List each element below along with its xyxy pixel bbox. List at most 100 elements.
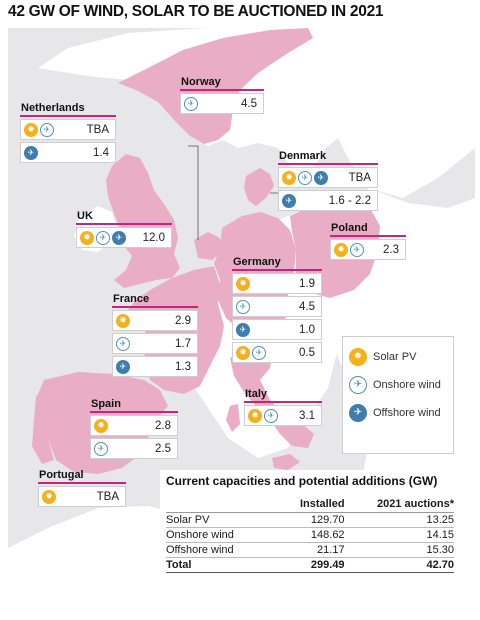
onshore-wind-icon: ✈ — [349, 376, 367, 394]
onshore-wind-icon: ✈ — [236, 299, 250, 314]
country-name: Portugal — [38, 469, 126, 484]
auction-row: ✈ 1.0 — [232, 319, 322, 340]
card-portugal: Portugal ✸ TBA — [38, 469, 126, 509]
auction-row: ✸ ✈ ✈ 12.0 — [76, 227, 172, 248]
capacity-table: Current capacities and potential additio… — [160, 470, 460, 602]
solar-pv-icon: ✸ — [282, 170, 296, 185]
table-row: Onshore wind 148.62 14.15 — [166, 527, 454, 543]
technology-icons: ✸ ✈ — [24, 122, 54, 137]
country-denmark — [244, 168, 274, 206]
auction-value: 1.0 — [299, 323, 315, 336]
auction-row: ✈ 1.7 — [112, 333, 198, 354]
auction-value: 1.9 — [299, 277, 315, 290]
auction-row: ✸ ✈ 3.1 — [244, 405, 322, 426]
table-row: Solar PV 129.70 13.25 — [166, 512, 454, 528]
technology-icons: ✸ ✈ ✈ — [282, 170, 328, 185]
auction-value: 2.5 — [155, 442, 171, 455]
solar-pv-icon: ✸ — [334, 242, 348, 257]
auction-row: ✈ 2.5 — [90, 438, 178, 459]
auction-value: 2.9 — [175, 314, 191, 327]
technology-icons: ✈ — [116, 336, 130, 351]
auction-value: 2.8 — [155, 419, 171, 432]
land-sicily — [272, 454, 300, 470]
solar-pv-icon: ✸ — [24, 122, 38, 137]
country-name: Spain — [90, 398, 178, 413]
country-name: Italy — [244, 388, 322, 403]
card-netherlands: Netherlands ✸ ✈ TBA ✈ 1.4 — [20, 102, 116, 165]
country-norway — [118, 28, 313, 144]
auction-value: 4.5 — [299, 300, 315, 313]
onshore-wind-icon: ✈ — [350, 242, 364, 257]
auction-row: ✸ ✈ 0.5 — [232, 342, 322, 363]
solar-pv-icon: ✸ — [236, 345, 250, 360]
offshore-wind-icon: ✈ — [112, 230, 126, 245]
auction-row: ✸ ✈ ✈ TBA — [278, 167, 378, 188]
auction-row: ✈ 1.6 - 2.2 — [278, 190, 378, 211]
technology-icons: ✸ — [236, 276, 250, 291]
technology-icons: ✸ ✈ — [334, 242, 364, 257]
card-denmark: Denmark ✸ ✈ ✈ TBA ✈ 1.6 - 2.2 — [278, 150, 378, 213]
auction-row: ✈ 4.5 — [180, 93, 264, 114]
country-name: Germany — [232, 256, 322, 271]
map-legend: ✸ Solar PV ✈ Onshore wind ✈ Offshore wind — [342, 336, 454, 454]
header-auctions: 2021 auctions* — [344, 497, 454, 513]
country-name: France — [112, 293, 198, 308]
technology-icons: ✈ — [236, 322, 250, 337]
country-name: Netherlands — [20, 102, 116, 117]
onshore-wind-icon: ✈ — [252, 345, 266, 360]
technology-icons: ✈ — [184, 96, 198, 111]
onshore-wind-icon: ✈ — [40, 122, 54, 137]
onshore-wind-icon: ✈ — [116, 336, 130, 351]
technology-icons: ✈ — [24, 145, 38, 160]
onshore-wind-icon: ✈ — [94, 441, 108, 456]
auction-row: ✸ 2.9 — [112, 310, 198, 331]
technology-icons: ✈ — [94, 441, 108, 456]
solar-pv-icon: ✸ — [80, 230, 94, 245]
table-total-row: Total 299.49 42.70 — [166, 557, 454, 573]
legend-item-onshore: ✈ Onshore wind — [349, 371, 447, 399]
onshore-wind-icon: ✈ — [298, 170, 312, 185]
card-poland: Poland ✸ ✈ 2.3 — [330, 222, 406, 262]
technology-icons: ✈ — [282, 193, 296, 208]
onshore-wind-icon: ✈ — [184, 96, 198, 111]
offshore-wind-icon: ✈ — [236, 322, 250, 337]
auction-value: 4.5 — [241, 97, 257, 110]
offshore-wind-icon: ✈ — [116, 359, 130, 374]
auction-value: 3.1 — [299, 409, 315, 422]
technology-icons: ✸ — [94, 418, 108, 433]
auction-value: TBA — [96, 490, 119, 503]
technology-icons: ✸ ✈ ✈ — [80, 230, 126, 245]
solar-pv-icon: ✸ — [42, 489, 56, 504]
country-uk — [106, 154, 180, 288]
table-title: Current capacities and potential additio… — [166, 474, 438, 488]
offshore-wind-icon: ✈ — [349, 404, 367, 422]
map-title: 42 GW OF WIND, SOLAR TO BE AUCTIONED IN … — [8, 3, 384, 20]
auction-row: ✈ 1.4 — [20, 142, 116, 163]
auction-value: 1.3 — [175, 360, 191, 373]
onshore-wind-icon: ✈ — [264, 408, 278, 423]
offshore-wind-icon: ✈ — [282, 193, 296, 208]
auction-value: 12.0 — [142, 231, 165, 244]
auction-value: TBA — [86, 123, 109, 136]
header-installed: Installed — [281, 497, 345, 513]
auction-value: TBA — [348, 171, 371, 184]
technology-icons: ✈ — [236, 299, 250, 314]
country-portugal — [32, 390, 54, 464]
card-italy: Italy ✸ ✈ 3.1 — [244, 388, 322, 428]
solar-pv-icon: ✸ — [116, 313, 130, 328]
card-france: France ✸ 2.9 ✈ 1.7 ✈ 1.3 — [112, 293, 198, 379]
technology-icons: ✸ — [42, 489, 56, 504]
technology-icons: ✸ ✈ — [248, 408, 278, 423]
auction-row: ✈ 1.3 — [112, 356, 198, 377]
legend-item-solar: ✸ Solar PV — [349, 343, 447, 371]
solar-pv-icon: ✸ — [349, 348, 367, 366]
auction-value: 2.3 — [383, 243, 399, 256]
solar-pv-icon: ✸ — [248, 408, 262, 423]
table-row: Offshore wind 21.17 15.30 — [166, 542, 454, 558]
country-name: Denmark — [278, 150, 378, 165]
country-netherlands — [194, 232, 222, 260]
offshore-wind-icon: ✈ — [24, 145, 38, 160]
auction-row: ✈ 4.5 — [232, 296, 322, 317]
auction-row: ✸ ✈ 2.3 — [330, 239, 406, 260]
card-norway: Norway ✈ 4.5 — [180, 76, 264, 116]
